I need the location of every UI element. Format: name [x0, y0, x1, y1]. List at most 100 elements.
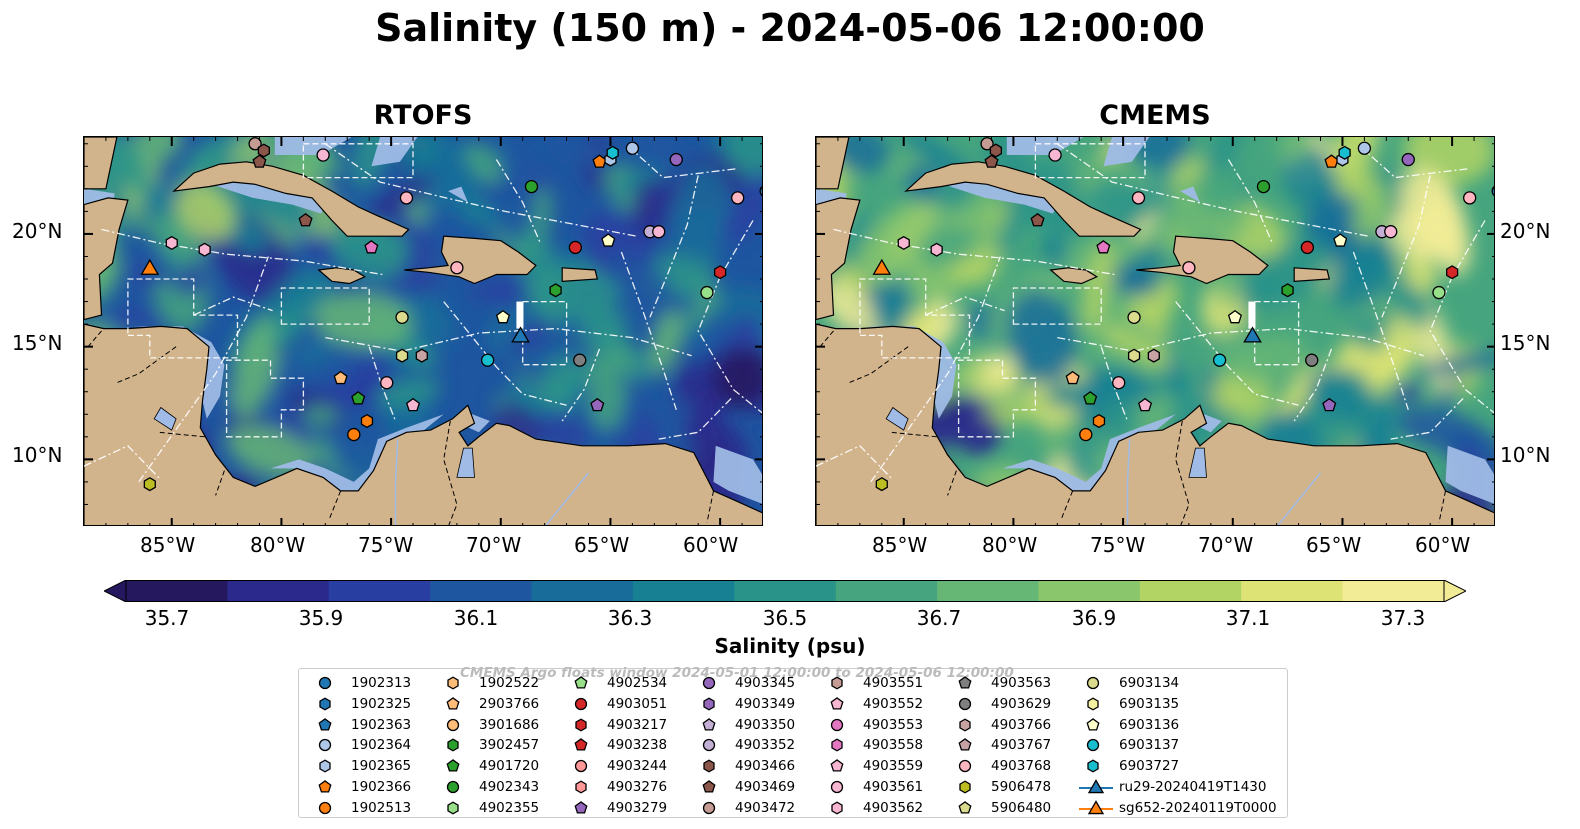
eez-boundary	[627, 145, 738, 179]
legend-label: 4903558	[863, 737, 924, 754]
country-border	[443, 420, 458, 525]
country-border	[1061, 490, 1074, 519]
float-marker	[524, 179, 539, 194]
shallow-shelf	[1445, 445, 1494, 504]
legend-marker	[446, 696, 460, 710]
eez-boundary	[324, 143, 637, 237]
float-marker	[495, 309, 511, 324]
legend-label: 4903349	[735, 695, 796, 712]
float-marker	[606, 145, 619, 160]
legend-label: 4903238	[607, 737, 668, 754]
legend-label: 6903137	[1119, 737, 1180, 754]
float-legend: 1902313 1902325 1902363 1902364 1902365 19023…	[298, 668, 1288, 818]
eez-boundary	[1100, 346, 1129, 422]
legend-marker	[318, 676, 332, 690]
colorbar-tick-label: 37.3	[1380, 606, 1426, 630]
float-marker	[1281, 283, 1294, 298]
legend-marker	[574, 697, 588, 710]
float-marker	[1432, 285, 1446, 300]
float-marker	[395, 348, 409, 363]
land-area	[904, 161, 1142, 237]
lon-tick-label: 60°W	[683, 533, 739, 557]
land-area	[816, 197, 861, 321]
float-marker	[989, 143, 1002, 158]
lon-tick-label: 80°W	[250, 533, 306, 557]
legend-label: 6903135	[1119, 695, 1180, 712]
float-marker	[1384, 225, 1398, 239]
shallow-shelf	[1180, 186, 1200, 203]
legend-marker	[702, 780, 716, 793]
float-marker	[1065, 370, 1080, 385]
float-marker	[316, 148, 330, 162]
float-marker	[248, 137, 262, 151]
shallow-shelf	[270, 414, 444, 491]
float-marker	[1131, 191, 1146, 205]
legend-label: 4903768	[991, 758, 1052, 775]
legend-marker	[446, 780, 460, 794]
legend-marker	[318, 739, 332, 752]
shallow-shelf	[274, 137, 352, 155]
land-area	[1136, 235, 1269, 285]
eez-boundary	[1175, 301, 1299, 406]
lat-tick-label: 15°N	[12, 331, 63, 355]
land-area	[816, 137, 850, 190]
legend-marker	[446, 759, 460, 772]
legend-label: ru29-20240419T1430	[1119, 779, 1267, 795]
glider-track	[516, 301, 524, 329]
eez-boundary	[443, 301, 567, 406]
salinity-colorbar	[104, 580, 1466, 602]
legend-marker	[703, 759, 715, 773]
colorbar-segment	[430, 580, 533, 602]
lon-tick-label: 65°W	[574, 533, 630, 557]
float-marker	[897, 235, 910, 251]
legend-marker	[702, 717, 716, 731]
lake	[456, 447, 475, 478]
legend-label: 4903472	[735, 799, 796, 816]
legend-marker	[447, 676, 459, 690]
region-box	[280, 287, 370, 325]
legend-label: 4903244	[607, 758, 668, 775]
float-marker	[143, 477, 156, 492]
colorbar-segment	[126, 580, 228, 602]
legend-marker	[1086, 739, 1100, 752]
region-box	[957, 359, 1037, 438]
river	[1277, 472, 1322, 525]
float-marker	[395, 310, 409, 324]
colorbar-tick-label: 35.9	[298, 606, 344, 630]
region-box	[1012, 287, 1102, 325]
legend-marker	[831, 676, 843, 690]
legend-marker	[319, 759, 331, 773]
legend-label: 4903279	[607, 799, 668, 816]
legend-marker	[318, 780, 332, 793]
legend-label: sg652-20240119T0000	[1119, 799, 1277, 816]
legend-label: 4903217	[607, 716, 668, 733]
glider-marker	[511, 326, 530, 343]
eez-boundary	[833, 228, 1115, 276]
legend-label: 4903562	[863, 799, 924, 816]
legend-marker	[702, 801, 716, 814]
colorbar-segment	[937, 580, 1039, 602]
float-marker	[1446, 265, 1459, 280]
float-marker	[347, 427, 361, 442]
colorbar-tick-label: 35.7	[144, 606, 190, 630]
legend-label: 3902457	[479, 737, 540, 754]
colorbar-tick-label: 37.1	[1225, 606, 1271, 630]
legend-marker	[1087, 799, 1105, 814]
legend-marker	[958, 676, 972, 689]
legend-label: 1902313	[351, 675, 412, 691]
float-marker	[1182, 261, 1196, 275]
legend-label: 4903552	[863, 695, 924, 712]
glider-marker	[140, 258, 160, 275]
legend-marker	[447, 738, 459, 752]
legend-label: 1902365	[351, 758, 412, 775]
colorbar-segment	[1038, 580, 1141, 602]
legend-marker	[575, 780, 587, 794]
float-marker	[165, 235, 178, 251]
rtofs-panel-title: RTOFS	[373, 100, 473, 131]
lon-tick-label: 75°W	[358, 533, 414, 557]
legend-marker	[958, 760, 972, 773]
eez-boundary	[84, 445, 162, 481]
float-marker	[1137, 397, 1153, 412]
legend-label: 4903766	[991, 716, 1052, 733]
legend-marker	[1086, 717, 1100, 731]
